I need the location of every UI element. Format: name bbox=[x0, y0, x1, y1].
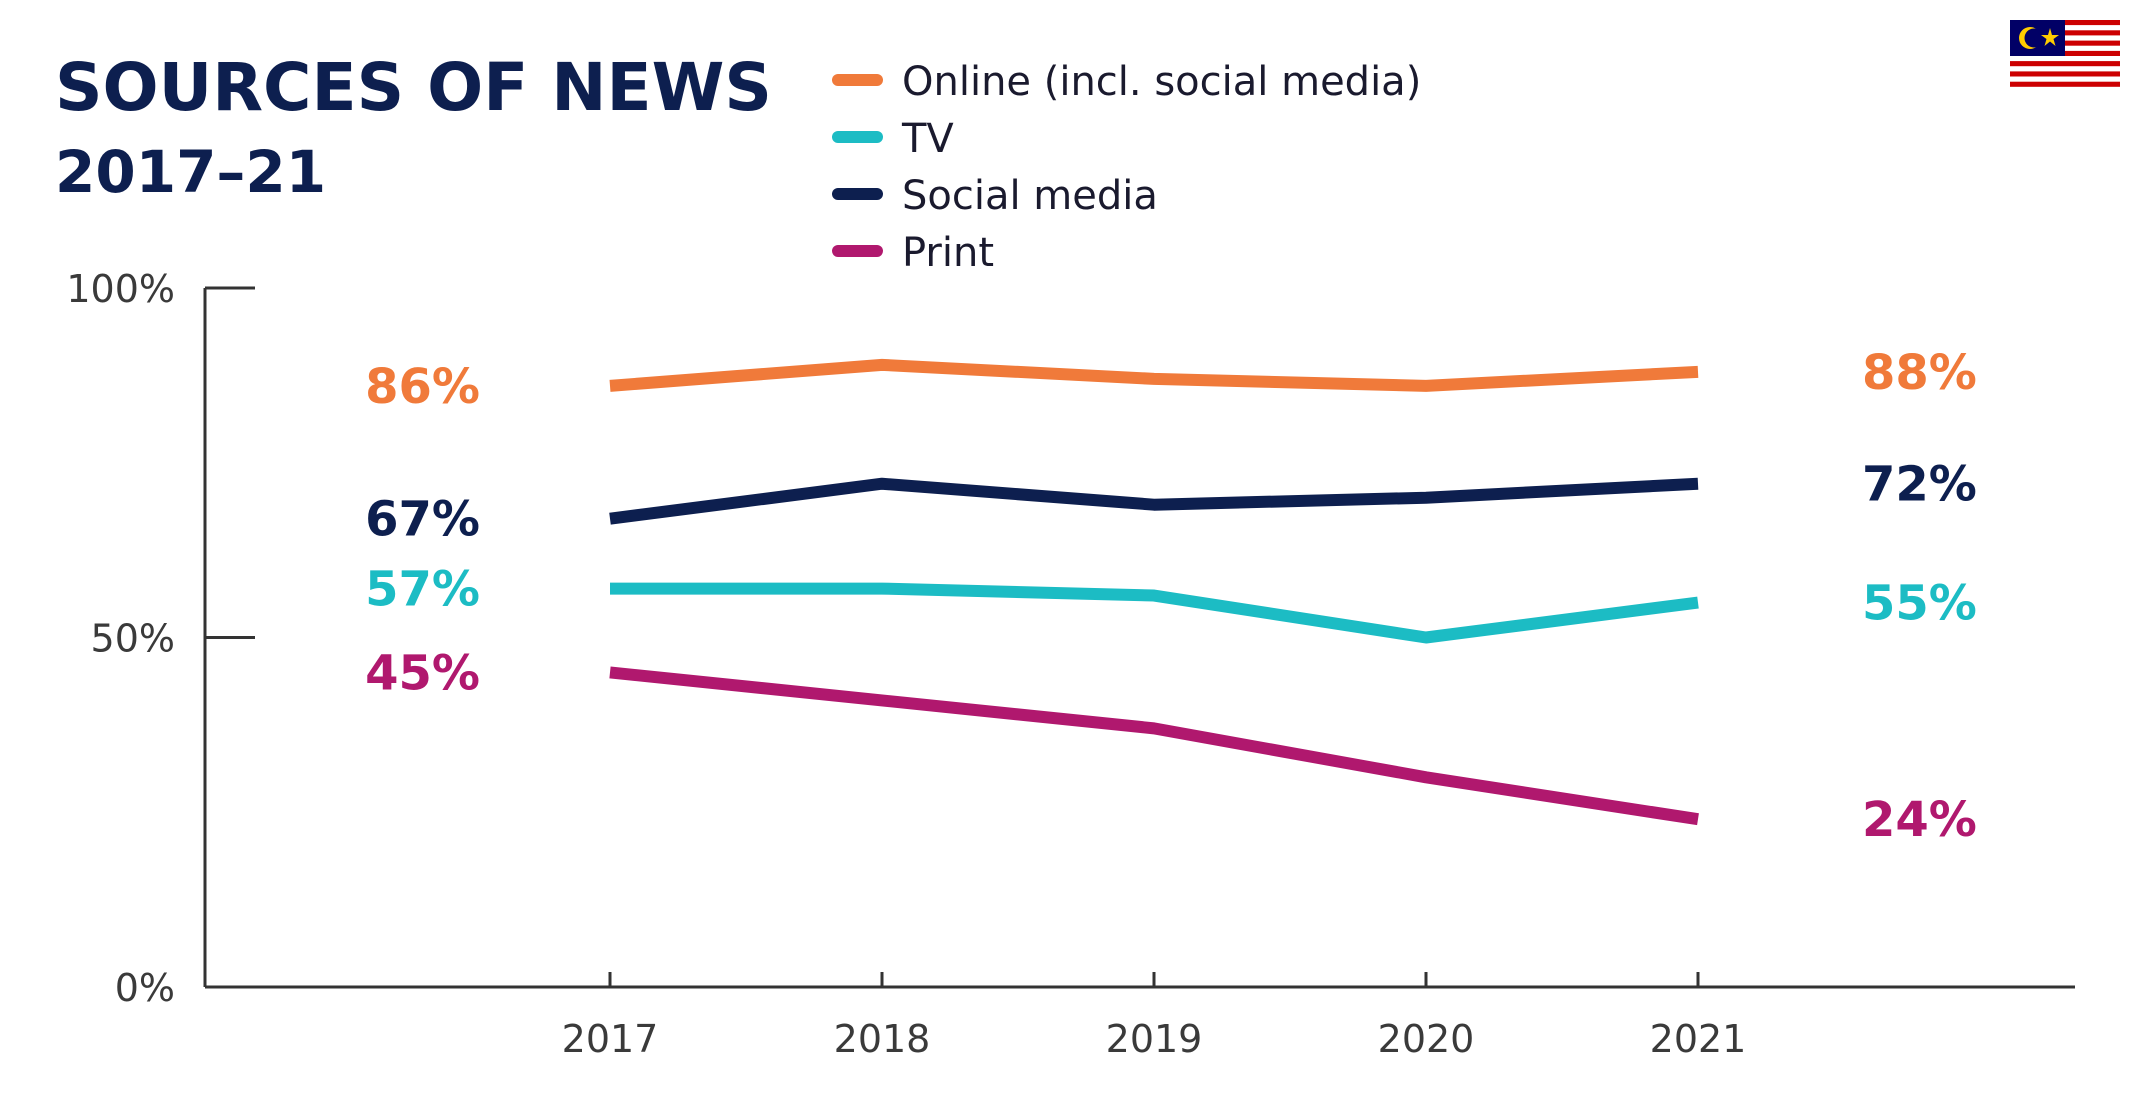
x-tick-label-2021: 2021 bbox=[1650, 1017, 1747, 1061]
data-labels: 86% 88% 57% 55% 67% 72% 45% 24% bbox=[365, 345, 1977, 848]
series-line-online-incl-social-media bbox=[609, 358, 1699, 392]
start-label-social-media: 67% bbox=[365, 492, 480, 548]
start-label-tv: 57% bbox=[365, 562, 480, 618]
y-tick-label-0: 0% bbox=[115, 966, 175, 1010]
legend-label-social-media: Social media bbox=[902, 173, 1158, 219]
series-line-social-media bbox=[609, 477, 1699, 525]
y-ticks: 0% 50% 100% bbox=[66, 267, 255, 1010]
series-line-print bbox=[609, 666, 1699, 826]
series-lines bbox=[609, 358, 1699, 826]
legend: Online (incl. social media) TV Social medi… bbox=[832, 59, 1421, 276]
x-tick-label-2020: 2020 bbox=[1378, 1017, 1475, 1061]
y-tick-label-100: 100% bbox=[66, 267, 175, 311]
series-line-tv bbox=[610, 582, 1699, 644]
chart-subtitle: 2017–21 bbox=[55, 138, 326, 206]
legend-label-tv: TV bbox=[901, 116, 954, 162]
end-label-tv: 55% bbox=[1862, 576, 1977, 632]
end-label-print: 24% bbox=[1862, 792, 1977, 848]
end-label-online-incl-social-media: 88% bbox=[1862, 345, 1977, 401]
y-tick-label-50: 50% bbox=[91, 617, 175, 661]
legend-label-online-incl-social-media: Online (incl. social media) bbox=[902, 59, 1421, 105]
x-tick-label-2019: 2019 bbox=[1106, 1017, 1203, 1061]
malaysia-flag-icon bbox=[2010, 20, 2120, 92]
end-label-social-media: 72% bbox=[1862, 457, 1977, 513]
x-ticks: 2017 2018 2019 2020 2021 bbox=[562, 972, 1747, 1061]
x-tick-label-2017: 2017 bbox=[562, 1017, 659, 1061]
legend-label-print: Print bbox=[902, 230, 994, 276]
chart-title: SOURCES OF NEWS bbox=[55, 49, 772, 126]
start-label-online-incl-social-media: 86% bbox=[365, 359, 480, 415]
start-label-print: 45% bbox=[365, 645, 480, 701]
x-tick-label-2018: 2018 bbox=[834, 1017, 931, 1061]
